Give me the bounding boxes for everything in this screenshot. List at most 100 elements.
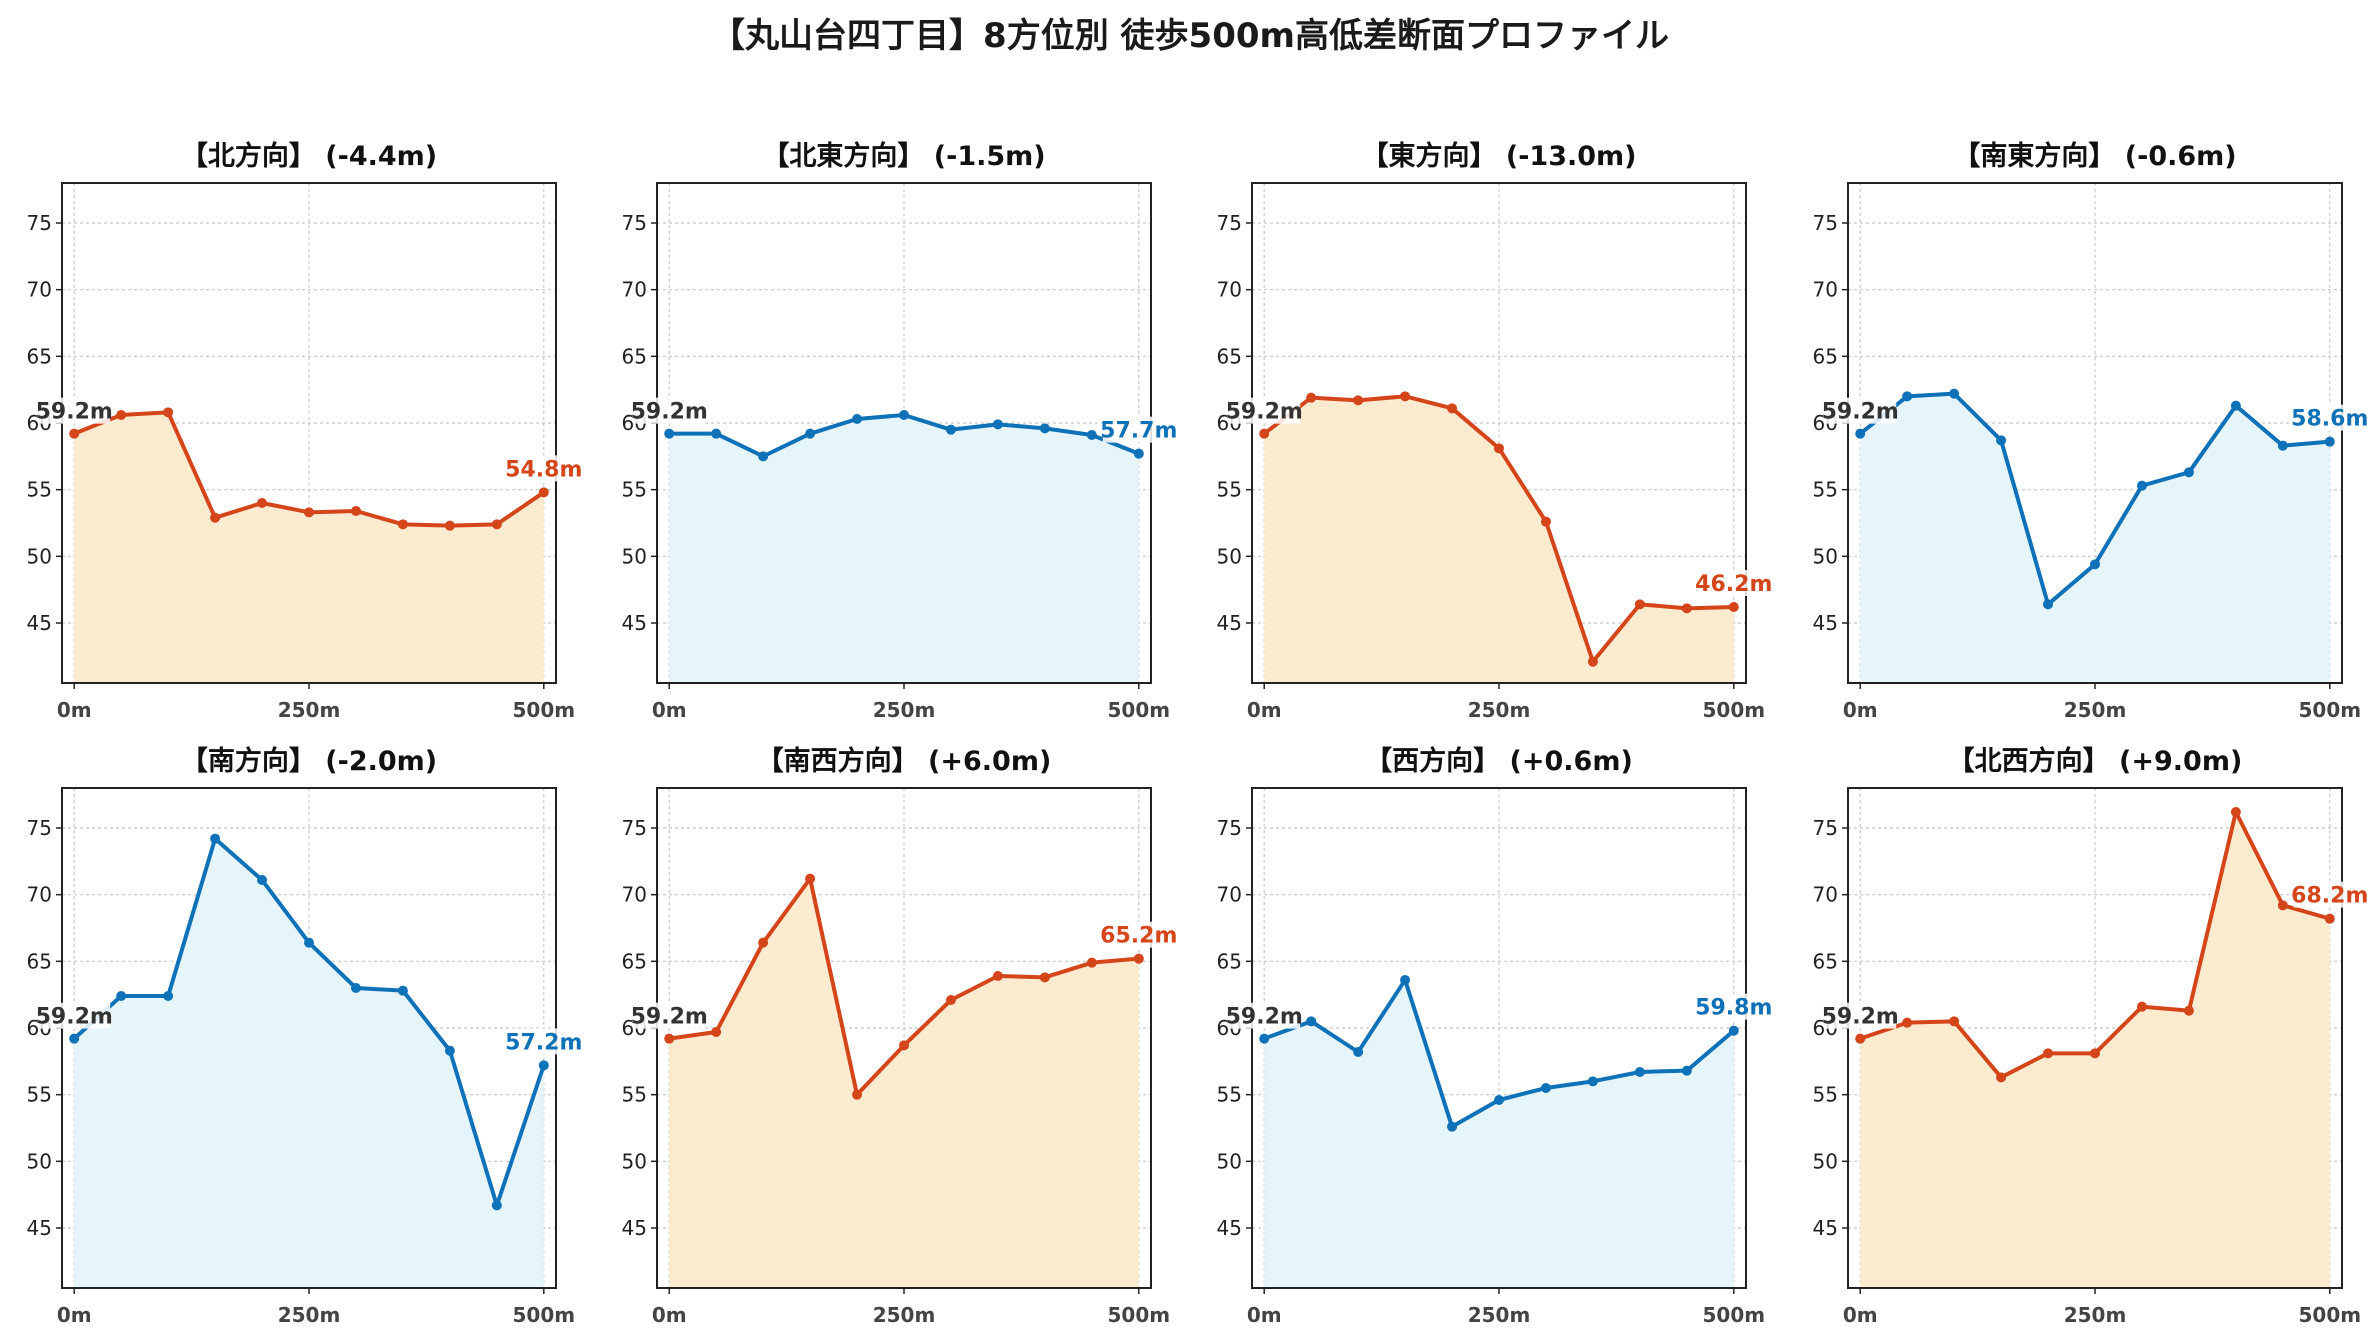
x-tick-label: 0m (57, 1303, 92, 1327)
data-point (491, 1200, 502, 1211)
start-label-bg (1824, 1002, 1897, 1029)
y-tick-label: 50 (622, 544, 647, 568)
start-label-bg (633, 397, 706, 424)
data-point (163, 407, 174, 418)
data-point (397, 519, 408, 530)
elevation-area (1264, 980, 1734, 1288)
x-tick-label: 250m (1468, 698, 1531, 722)
y-tick-label: 70 (1217, 278, 1242, 302)
y-tick-label: 75 (1813, 211, 1838, 235)
x-tick-label: 250m (873, 1303, 936, 1327)
data-point (1259, 1033, 1270, 1044)
y-tick-label: 45 (1813, 611, 1838, 635)
data-point (444, 520, 455, 531)
start-label-bg (633, 1002, 706, 1029)
data-point (2090, 559, 2100, 570)
elevation-area (1860, 393, 2330, 683)
panel-title: 【西方向】 (+0.6m) (1365, 745, 1633, 777)
end-elevation-label: 57.2m (505, 1030, 582, 1055)
start-label-bg (1228, 397, 1301, 424)
end-elevation-label: 58.6m (2291, 407, 2368, 432)
data-point (664, 428, 675, 439)
y-tick-label: 70 (1217, 883, 1242, 907)
panel-title: 【北西方向】 (+9.0m) (1948, 745, 2243, 777)
y-tick-label: 70 (622, 278, 647, 302)
y-tick-label: 75 (622, 816, 647, 840)
data-point (1400, 391, 1411, 402)
elevation-area (1860, 812, 2330, 1288)
y-tick-label: 65 (27, 949, 52, 973)
x-tick-label: 500m (2298, 698, 2361, 722)
data-point (1587, 656, 1598, 667)
data-point (2324, 913, 2335, 924)
y-tick-label: 50 (1813, 1149, 1838, 1173)
x-tick-label: 500m (1107, 1303, 1170, 1327)
x-tick-label: 0m (1247, 1303, 1282, 1327)
elevation-area (669, 878, 1139, 1288)
start-elevation-label: 59.2m (1822, 1005, 1899, 1030)
x-tick-label: 500m (2298, 1303, 2361, 1327)
data-point (1728, 602, 1739, 612)
data-point (1133, 953, 1144, 964)
start-elevation-label: 59.2m (1822, 400, 1899, 425)
y-tick-label: 45 (1217, 611, 1242, 635)
data-point (1447, 1121, 1458, 1132)
data-point (538, 487, 549, 498)
end-label-bg (1697, 570, 1770, 596)
panel-0: 455055606570750m250m500m【北方向】 (-4.4m)59.… (27, 140, 583, 722)
data-point (2277, 440, 2288, 451)
data-point (1728, 1025, 1739, 1036)
data-point (116, 410, 127, 420)
end-elevation-label: 68.2m (2291, 884, 2368, 909)
y-tick-label: 55 (622, 478, 647, 502)
x-tick-label: 250m (2064, 1303, 2127, 1327)
panel-7: 455055606570750m250m500m【北西方向】 (+9.0m)59… (1813, 745, 2369, 1327)
panel-title: 【北東方向】 (-1.5m) (762, 140, 1045, 172)
panel-title: 【南東方向】 (-0.6m) (1953, 140, 2236, 172)
data-point (210, 833, 221, 844)
y-tick-label: 45 (622, 611, 647, 635)
y-tick-label: 50 (1813, 544, 1838, 568)
data-point (69, 428, 80, 439)
panel-2: 455055606570750m250m500m【東方向】 (-13.0m)59… (1217, 140, 1773, 722)
data-point (2230, 807, 2241, 817)
data-point (163, 991, 174, 1001)
data-point (304, 507, 314, 518)
data-point (1306, 1016, 1317, 1027)
data-point (1681, 603, 1692, 614)
data-point (1353, 395, 1364, 406)
data-point (1587, 1076, 1598, 1087)
end-label-bg (507, 1028, 580, 1055)
start-elevation-label: 59.2m (631, 400, 708, 425)
end-label-bg (507, 455, 580, 482)
data-point (711, 428, 722, 439)
panel-title: 【東方向】 (-13.0m) (1361, 140, 1636, 172)
y-tick-label: 65 (1217, 344, 1242, 368)
data-point (1855, 428, 1866, 439)
x-tick-label: 250m (278, 698, 341, 722)
start-label-bg (1824, 397, 1897, 424)
data-point (1855, 1033, 1866, 1044)
y-tick-label: 55 (27, 478, 52, 502)
panel-4: 455055606570750m250m500m【南方向】 (-2.0m)59.… (27, 745, 583, 1327)
y-tick-label: 70 (1813, 278, 1838, 302)
y-tick-label: 65 (622, 949, 647, 973)
y-tick-label: 75 (1813, 816, 1838, 840)
data-point (805, 428, 816, 439)
data-point (2090, 1048, 2100, 1059)
data-point (758, 937, 769, 948)
data-point (1540, 516, 1551, 527)
y-tick-label: 50 (27, 544, 52, 568)
data-point (2277, 900, 2288, 911)
x-tick-label: 500m (1702, 1303, 1765, 1327)
data-point (1634, 599, 1645, 610)
data-point (1996, 1072, 2007, 1083)
x-tick-label: 250m (873, 698, 936, 722)
y-tick-label: 55 (1813, 1083, 1838, 1107)
data-point (1400, 975, 1411, 985)
y-tick-label: 65 (27, 344, 52, 368)
elevation-area (1264, 396, 1734, 683)
panel-title: 【南西方向】 (+6.0m) (757, 745, 1052, 777)
data-point (350, 506, 361, 516)
